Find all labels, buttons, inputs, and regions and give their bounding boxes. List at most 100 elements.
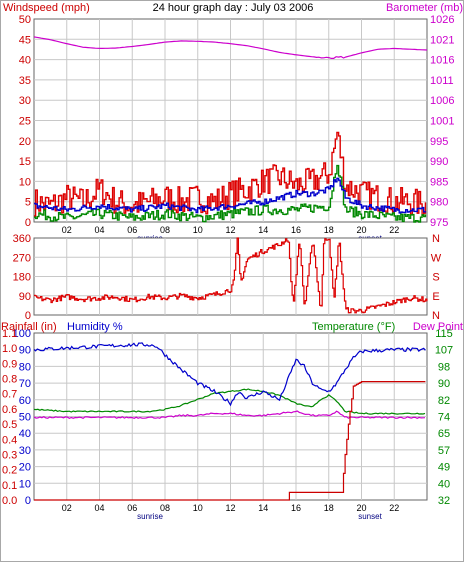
x-tick-label: 12: [225, 503, 235, 513]
direction-tick-label: 90: [19, 291, 31, 303]
wind-gust-series: [34, 131, 427, 217]
barometer-tick-label: 1021: [430, 34, 454, 46]
humidity-tick-label: 0: [25, 495, 31, 507]
direction-tick-label: 0: [25, 310, 31, 322]
windspeed-tick-label: 50: [19, 14, 31, 26]
rainfall-tick-label: 0.5: [2, 419, 17, 431]
humidity-series: [33, 342, 426, 407]
windspeed-tick-label: 35: [19, 75, 31, 87]
temperature-tick-label: 65: [438, 428, 450, 440]
barometer-tick-label: 1001: [430, 116, 454, 128]
rainfall-tick-label: 0.4: [2, 434, 17, 446]
barometer-tick-label: 985: [430, 176, 448, 188]
windspeed-tick-label: 40: [19, 55, 31, 67]
x-tick-label: 02: [62, 503, 72, 513]
humidity-tick-label: 40: [19, 428, 31, 440]
sunrise-label: sunrise: [137, 512, 163, 521]
humidity-tick-label: 30: [19, 445, 31, 457]
rainfall-tick-label: 1.1: [2, 328, 17, 340]
x-tick-label: 08: [160, 225, 170, 235]
x-tick-label: 16: [291, 503, 301, 513]
compass-tick-label: N: [432, 233, 440, 245]
x-tick-label: 12: [225, 225, 235, 235]
temperature-tick-label: 98: [438, 361, 450, 373]
barometer-tick-label: 1026: [430, 14, 454, 26]
barometer-tick-label: 990: [430, 156, 448, 168]
temperature-tick-label: 82: [438, 395, 450, 407]
temperature-tick-label: 90: [438, 378, 450, 390]
temperature-tick-label: 57: [438, 445, 450, 457]
barometer-tick-label: 1016: [430, 55, 454, 67]
windspeed-tick-label: 20: [19, 136, 31, 148]
direction-tick-label: 180: [13, 272, 31, 284]
rainfall-tick-label: 1.0: [2, 343, 17, 355]
temperature-tick-label: 107: [435, 345, 453, 357]
barometer-tick-label: 1006: [430, 95, 454, 107]
direction-tick-label: 360: [13, 233, 31, 245]
rainfall-tick-label: 0.8: [2, 374, 17, 386]
windspeed-tick-label: 30: [19, 95, 31, 107]
rainfall-tick-label: 0.1: [2, 480, 17, 492]
humidity-tick-label: 70: [19, 378, 31, 390]
windspeed-tick-label: 0: [25, 217, 31, 229]
humidity-tick-label: 50: [19, 412, 31, 424]
x-tick-label: 18: [324, 503, 334, 513]
x-tick-label: 20: [356, 503, 366, 513]
compass-tick-label: S: [432, 272, 439, 284]
windspeed-axis-title: Windspeed (mph): [3, 2, 90, 14]
rainfall-series: [34, 381, 426, 501]
rainfall-tick-label: 0.9: [2, 358, 17, 370]
wind-average-series: [34, 177, 427, 214]
x-tick-label: 22: [389, 503, 399, 513]
humidity-tick-label: 100: [13, 328, 31, 340]
windspeed-tick-label: 5: [25, 197, 31, 209]
barometer-tick-label: 975: [430, 217, 448, 229]
humidity-tick-label: 20: [19, 462, 31, 474]
compass-tick-label: W: [431, 252, 442, 264]
windspeed-tick-label: 45: [19, 34, 31, 46]
rainfall-tick-label: 0.6: [2, 404, 17, 416]
x-tick-label: 08: [160, 503, 170, 513]
barometer-axis-title: Barometer (mb): [386, 2, 463, 14]
rainfall-tick-label: 0.2: [2, 465, 17, 477]
barometer-series: [33, 36, 428, 59]
x-tick-label: 10: [193, 225, 203, 235]
temperature-tick-label: 32: [438, 495, 450, 507]
compass-tick-label: N: [432, 310, 440, 322]
barometer-tick-label: 1011: [430, 75, 454, 87]
humidity-axis-title: Humidity %: [67, 321, 123, 333]
temperature-axis-title: Temperature (°F): [312, 321, 395, 333]
temperature-tick-label: 115: [435, 328, 453, 340]
x-tick-label: 04: [94, 225, 104, 235]
x-tick-label: 18: [324, 225, 334, 235]
rainfall-axis-title: Rainfall (in): [1, 321, 57, 333]
rainfall-tick-label: 0.3: [2, 449, 17, 461]
x-tick-label: 14: [258, 225, 268, 235]
compass-tick-label: E: [432, 291, 439, 303]
direction-tick-label: 270: [13, 252, 31, 264]
windspeed-tick-label: 15: [19, 156, 31, 168]
x-tick-label: 20: [356, 225, 366, 235]
windspeed-tick-label: 10: [19, 176, 31, 188]
x-tick-label: 04: [94, 503, 104, 513]
dewpoint-axis-title: Dew Point: [413, 321, 463, 333]
x-tick-label: 22: [389, 225, 399, 235]
humidity-tick-label: 60: [19, 395, 31, 407]
temperature-series: [33, 388, 426, 415]
rainfall-tick-label: 0.0: [2, 495, 17, 507]
temperature-tick-label: 74: [438, 412, 450, 424]
x-tick-label: 16: [291, 225, 301, 235]
temperature-tick-label: 49: [438, 462, 450, 474]
wind-green-series: [34, 164, 427, 223]
rainfall-tick-label: 0.7: [2, 389, 17, 401]
sunset-label: sunset: [358, 512, 382, 521]
humidity-tick-label: 80: [19, 361, 31, 373]
barometer-tick-label: 995: [430, 136, 448, 148]
windspeed-tick-label: 25: [19, 116, 31, 128]
dewpoint-series: [33, 410, 426, 419]
x-tick-label: 14: [258, 503, 268, 513]
humidity-tick-label: 10: [19, 478, 31, 490]
x-tick-label: 10: [193, 503, 203, 513]
humidity-tick-label: 90: [19, 345, 31, 357]
